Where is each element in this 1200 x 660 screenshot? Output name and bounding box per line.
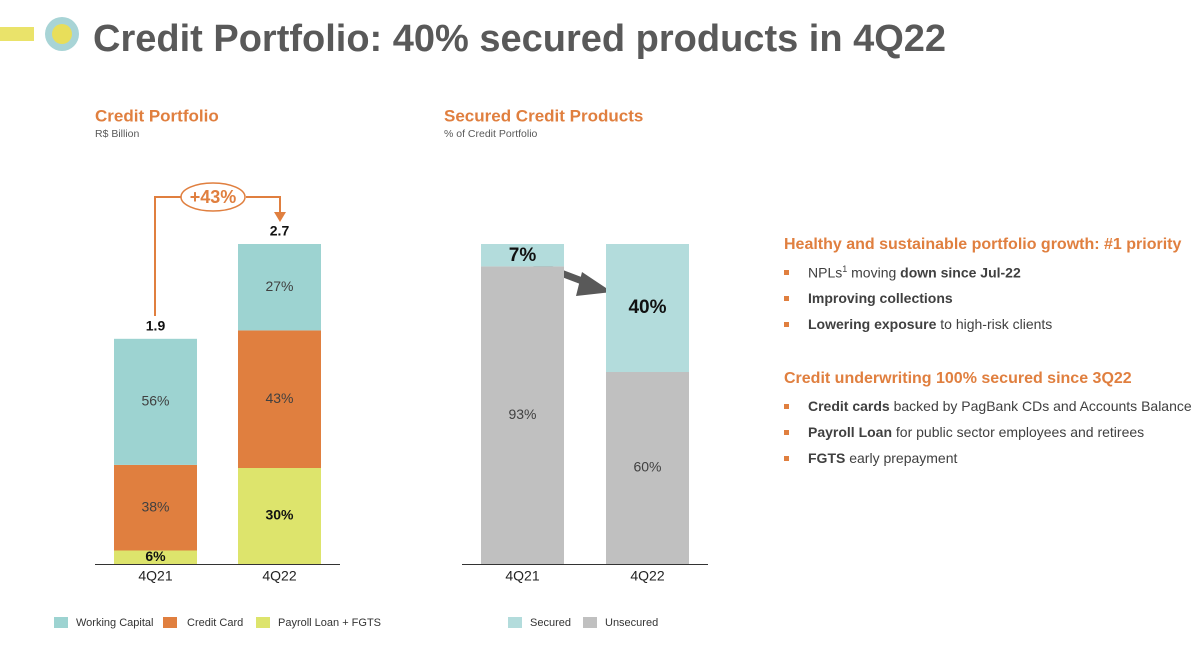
value-label: 93% xyxy=(508,406,536,422)
chart-subtitle: % of Credit Portfolio xyxy=(444,128,538,140)
bullet: Lowering exposure to high-risk clients xyxy=(784,316,1200,342)
bar-segment xyxy=(238,468,321,564)
bar-segment xyxy=(114,338,197,465)
legend-swatch xyxy=(54,617,68,628)
growth-ellipse xyxy=(180,182,246,212)
bar-segment xyxy=(238,244,321,331)
x-tick-label: 4Q21 xyxy=(138,568,172,584)
bar-segment xyxy=(114,550,197,564)
bar-segment xyxy=(481,266,564,564)
x-tick-label: 4Q22 xyxy=(630,568,664,584)
value-label: 6% xyxy=(145,548,166,564)
section-heading: Healthy and sustainable portfolio growth… xyxy=(784,236,1182,253)
bullet-text: early prepayment xyxy=(845,450,958,466)
chart-subtitle: R$ Billion xyxy=(95,128,140,140)
logo-bar xyxy=(0,27,34,41)
growth-annotation: +43% xyxy=(190,187,237,207)
value-label: 30% xyxy=(265,507,294,523)
bar-segment xyxy=(114,464,197,551)
bullet-text: 1 xyxy=(842,264,848,274)
shift-arrowhead xyxy=(576,272,612,296)
value-label: 7% xyxy=(509,245,537,266)
bar-segment xyxy=(606,244,689,372)
legend-swatch xyxy=(583,617,597,628)
value-label: 43% xyxy=(265,390,293,406)
value-label: 38% xyxy=(141,498,169,514)
bullet: Improving collections xyxy=(784,290,1200,316)
legend-swatch xyxy=(508,617,522,628)
bullet-text: down since Jul-22 xyxy=(900,264,1021,281)
growth-arrowhead xyxy=(274,212,286,222)
bar-segment xyxy=(238,330,321,468)
bullet-text: Lowering exposure xyxy=(808,316,937,332)
x-tick-label: 4Q22 xyxy=(262,568,296,584)
bullet-text: backed by PagBank CDs and Accounts Balan… xyxy=(889,398,1192,414)
bullet-text: Credit cards xyxy=(808,398,890,414)
value-label: 40% xyxy=(628,297,666,318)
bullet: Credit cards backed by PagBank CDs and A… xyxy=(784,398,1200,424)
bullet-text: FGTS xyxy=(808,450,846,466)
bullet: FGTS early prepayment xyxy=(784,450,1200,476)
value-label: 27% xyxy=(265,278,293,294)
legend-swatch xyxy=(163,617,177,628)
section-heading: Credit underwriting 100% secured since 3… xyxy=(784,370,1132,387)
bullet-text: NPLs xyxy=(808,264,843,281)
bar-segment xyxy=(606,372,689,564)
legend-label: Working Capital xyxy=(76,617,153,629)
legend-swatch xyxy=(256,617,270,628)
value-label: 56% xyxy=(141,393,169,409)
logo-dot xyxy=(52,24,72,44)
section: Healthy and sustainable portfolio growth… xyxy=(784,236,1200,342)
bullet-text: moving xyxy=(847,264,901,281)
bullet-text: to high-risk clients xyxy=(936,316,1053,332)
total-label: 1.9 xyxy=(146,318,166,334)
legend-label: Payroll Loan + FGTS xyxy=(278,617,381,629)
growth-bracket xyxy=(154,196,281,316)
chart-title: Secured Credit Products xyxy=(444,106,643,125)
bullet-text: Payroll Loan xyxy=(808,424,893,440)
bullet-text: for public sector employees and retirees xyxy=(892,424,1145,440)
total-label: 2.7 xyxy=(270,223,290,239)
x-tick-label: 4Q21 xyxy=(505,568,539,584)
legend-label: Unsecured xyxy=(605,617,658,629)
section: Credit underwriting 100% secured since 3… xyxy=(784,370,1200,476)
bar-segment xyxy=(481,244,564,267)
slide-title: Credit Portfolio: 40% secured products i… xyxy=(93,18,946,60)
legend-label: Secured xyxy=(530,617,571,629)
bullet: NPLs1 moving down since Jul-22 xyxy=(784,264,1200,290)
bullet: Payroll Loan for public sector employees… xyxy=(784,424,1200,450)
legend-label: Credit Card xyxy=(187,617,243,629)
chart-title: Credit Portfolio xyxy=(95,106,219,125)
bullet-text: Improving collections xyxy=(808,290,953,306)
value-label: 60% xyxy=(633,459,661,475)
